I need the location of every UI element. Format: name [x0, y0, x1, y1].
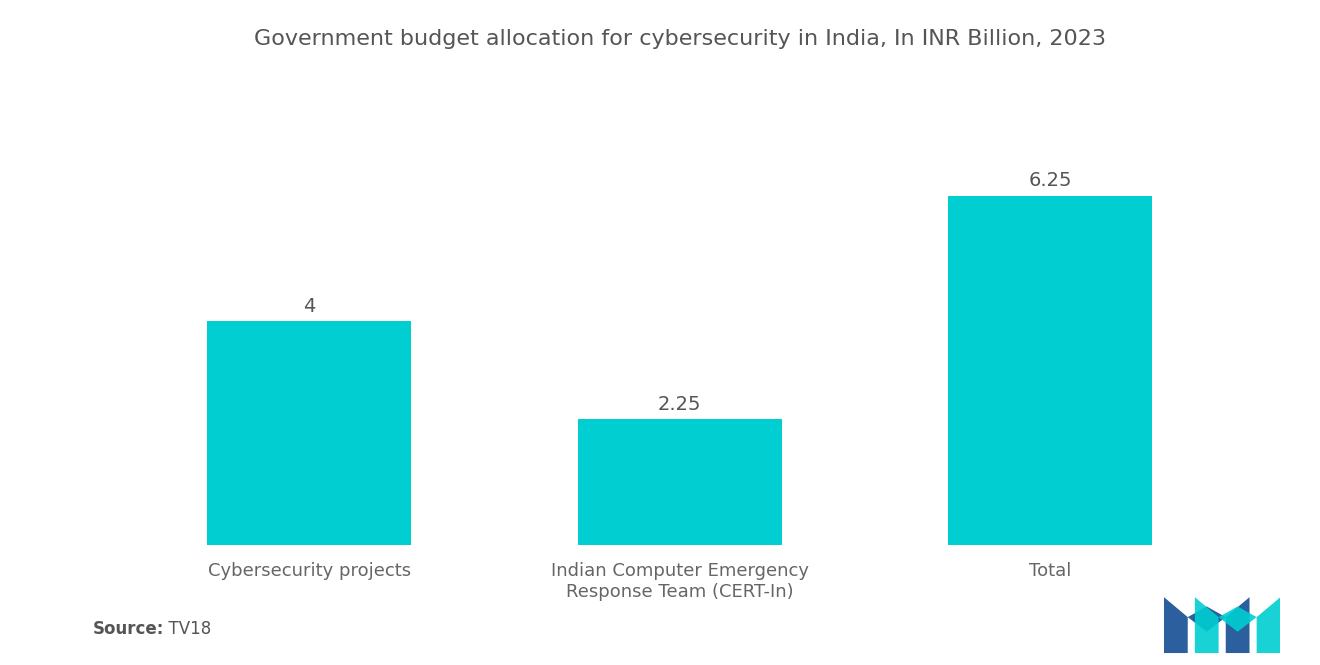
Text: Source:: Source: [92, 620, 164, 638]
Text: 4: 4 [304, 297, 315, 316]
Text: 2.25: 2.25 [659, 395, 701, 414]
Bar [948, 196, 1152, 545]
Bar [207, 321, 412, 545]
Title: Government budget allocation for cybersecurity in India, In INR Billion, 2023: Government budget allocation for cyberse… [253, 29, 1106, 49]
Bar [578, 420, 781, 545]
Text: 6.25: 6.25 [1028, 171, 1072, 190]
Polygon shape [1195, 597, 1280, 653]
Polygon shape [1164, 597, 1250, 653]
Text: TV18: TV18 [158, 620, 211, 638]
